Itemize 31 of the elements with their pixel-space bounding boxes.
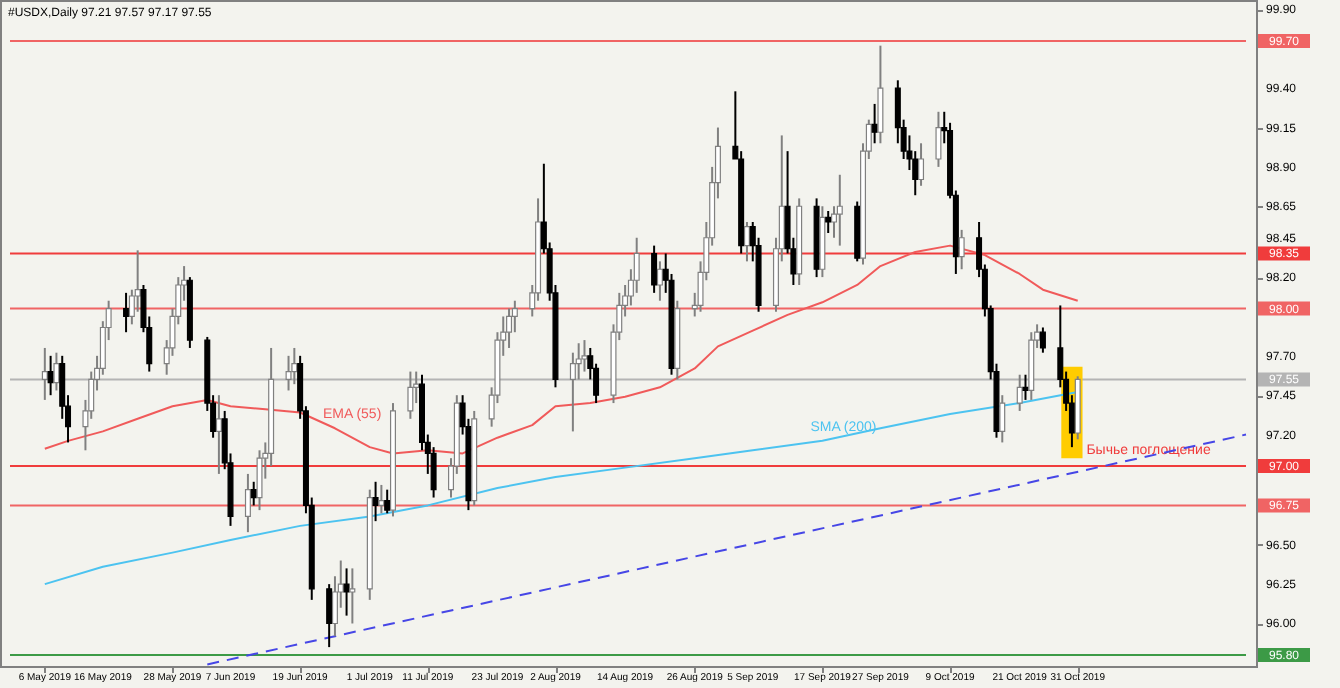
- candlestick: [958, 228, 965, 271]
- candlestick: [326, 583, 333, 649]
- candlestick: [836, 173, 843, 247]
- candlestick: [581, 339, 588, 373]
- candlestick: [1039, 326, 1046, 354]
- candlestick: [53, 351, 60, 392]
- candlestick: [935, 110, 942, 168]
- candlestick: [372, 480, 379, 523]
- candlestick: [999, 394, 1006, 444]
- candlestick: [215, 394, 222, 475]
- candlestick: [291, 346, 298, 386]
- candlestick: [825, 209, 832, 235]
- candlestick: [244, 472, 251, 534]
- candlestick: [656, 260, 663, 302]
- candlestick: [1022, 373, 1029, 401]
- candlestick: [349, 567, 356, 625]
- candlestick: [343, 567, 350, 617]
- candlestick: [918, 142, 925, 187]
- candlestick: [123, 291, 130, 334]
- candlestick: [41, 346, 48, 401]
- candlestick: [256, 449, 263, 512]
- candlestick: [285, 354, 292, 392]
- candlestick: [506, 307, 513, 349]
- candlestick: [407, 370, 414, 420]
- candlestick: [569, 351, 576, 433]
- candlestick: [384, 488, 391, 515]
- candlestick: [651, 244, 658, 294]
- candlestick: [877, 44, 884, 145]
- candlestick: [1016, 373, 1023, 412]
- candlestick: [743, 221, 750, 263]
- candlestick: [378, 483, 385, 515]
